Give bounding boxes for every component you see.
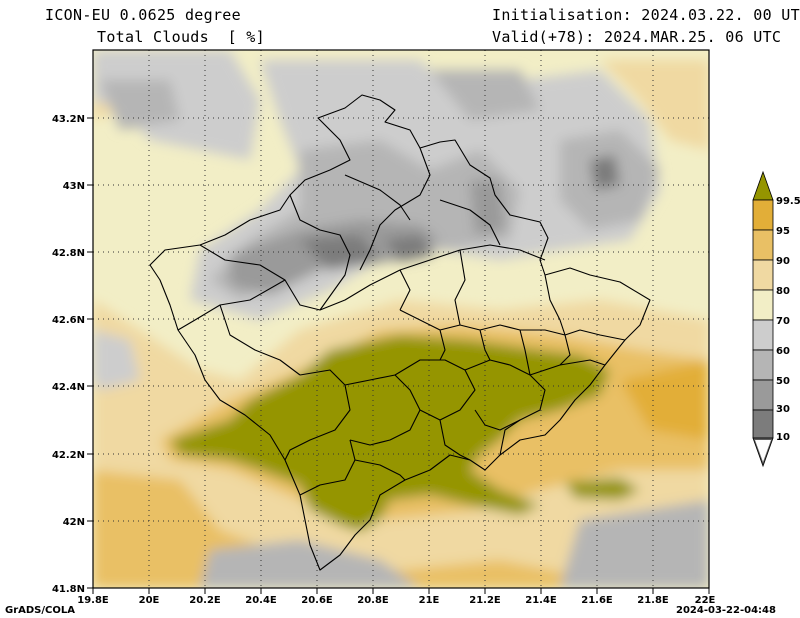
x-tick-label: 21.8E bbox=[637, 595, 669, 606]
colorbar-label: 30 bbox=[776, 404, 790, 415]
x-tick-label: 20.4E bbox=[245, 595, 277, 606]
x-tick-label: 22E bbox=[695, 595, 716, 606]
render-timestamp: 2024-03-22-04:48 bbox=[676, 605, 776, 616]
colorbar bbox=[752, 170, 774, 468]
boundaries bbox=[149, 94, 651, 571]
colorbar-top-arrow bbox=[752, 170, 774, 201]
variable-title: Total Clouds [ %] bbox=[97, 28, 265, 46]
inner-border-north bbox=[199, 244, 546, 311]
colorbar-label: 90 bbox=[776, 256, 790, 267]
y-tick-marks bbox=[87, 117, 93, 589]
x-tick-marks bbox=[92, 588, 710, 594]
y-tick-label: 43N bbox=[63, 181, 85, 192]
valid-time-text: Valid(+78): 2024.MAR.25. 06 UTC bbox=[492, 28, 782, 46]
x-tick-label: 21.6E bbox=[581, 595, 613, 606]
initialisation-text: Initialisation: 2024.03.22. 00 UTC bbox=[492, 6, 800, 24]
colorbar-label: 60 bbox=[776, 346, 790, 357]
x-tick-label: 21E bbox=[419, 595, 440, 606]
y-tick-label: 41.8N bbox=[52, 584, 85, 595]
x-tick-label: 19.8E bbox=[77, 595, 109, 606]
y-tick-label: 42.4N bbox=[52, 382, 85, 393]
software-credit: GrADS/COLA bbox=[5, 605, 75, 616]
colorbar-label: 80 bbox=[776, 286, 790, 297]
x-tick-label: 21.4E bbox=[525, 595, 557, 606]
y-tick-label: 42.2N bbox=[52, 450, 85, 461]
colorbar-label: 10 bbox=[776, 432, 790, 443]
y-tick-label: 42.8N bbox=[52, 248, 85, 259]
model-title: ICON-EU 0.0625 degree bbox=[45, 6, 241, 24]
y-tick-label: 42.6N bbox=[52, 315, 85, 326]
colorbar-label: 99.5 bbox=[776, 196, 800, 207]
cloud-field bbox=[93, 50, 709, 588]
x-tick-label: 20.2E bbox=[189, 595, 221, 606]
x-tick-label: 20E bbox=[139, 595, 160, 606]
y-tick-label: 42N bbox=[63, 517, 85, 528]
x-tick-label: 21.2E bbox=[469, 595, 501, 606]
colorbar-label: 50 bbox=[776, 376, 790, 387]
colorbar-label: 95 bbox=[776, 226, 790, 237]
x-tick-label: 20.6E bbox=[301, 595, 333, 606]
y-tick-labels: 43.2N 43N 42.8N 42.6N 42.4N 42.2N 42N 41… bbox=[52, 114, 85, 595]
x-tick-label: 20.8E bbox=[357, 595, 389, 606]
colorbar-labels: 99.5 95 90 80 70 60 50 30 10 bbox=[776, 196, 800, 443]
x-tick-labels: 19.8E 20E 20.2E 20.4E 20.6E 20.8E 21E 21… bbox=[77, 595, 715, 606]
colorbar-label: 70 bbox=[776, 316, 790, 327]
y-tick-label: 43.2N bbox=[52, 114, 85, 125]
